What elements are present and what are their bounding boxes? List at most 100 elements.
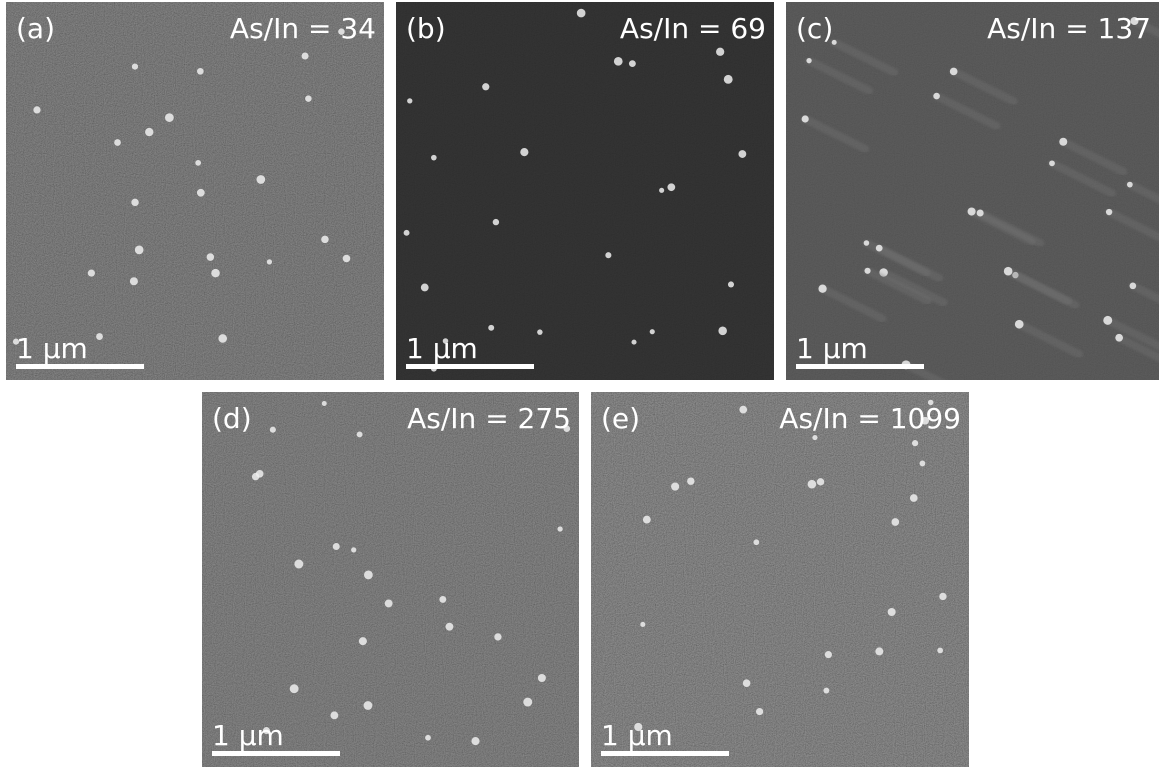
dot <box>165 113 174 122</box>
dot <box>667 183 675 191</box>
dot <box>977 210 984 217</box>
micrograph <box>591 392 969 767</box>
dot <box>920 460 926 466</box>
sem-panel: (e) As/In = 1099 1 μm <box>591 392 969 767</box>
dot <box>876 245 883 252</box>
noise <box>6 2 384 380</box>
dot <box>439 596 446 603</box>
dot <box>754 539 760 545</box>
panel-label: (a) <box>16 12 55 45</box>
dot <box>739 406 747 414</box>
dot <box>823 688 829 694</box>
dot <box>333 543 340 550</box>
ratio-label: As/In = 137 <box>987 12 1151 45</box>
dot <box>864 268 870 274</box>
dot <box>407 98 412 103</box>
dot <box>364 570 373 579</box>
micrograph <box>396 2 774 380</box>
panel-label: (e) <box>601 402 640 435</box>
dot <box>817 478 824 485</box>
dot <box>302 52 309 59</box>
dot <box>493 219 499 225</box>
dot <box>640 622 645 627</box>
dot <box>197 68 204 75</box>
dot <box>252 473 259 480</box>
dot <box>267 259 272 264</box>
dot <box>724 75 733 84</box>
dot <box>912 440 918 446</box>
dot <box>1049 160 1055 166</box>
dot <box>756 708 763 715</box>
dot <box>385 599 393 607</box>
dot <box>211 269 220 278</box>
dot <box>1004 267 1013 276</box>
dot <box>806 58 811 63</box>
dot <box>197 189 205 197</box>
dot <box>557 526 562 531</box>
scale-label: 1 μm <box>406 332 478 365</box>
scale-bar <box>796 364 924 369</box>
dot <box>875 647 883 655</box>
dot <box>888 608 896 616</box>
dot <box>359 637 367 645</box>
dot <box>1106 209 1112 215</box>
dot <box>256 175 265 184</box>
dot <box>939 593 946 600</box>
dot <box>494 633 501 640</box>
dot <box>671 482 679 490</box>
dot <box>825 651 832 658</box>
dot <box>818 285 826 293</box>
ratio-label: As/In = 69 <box>620 12 766 45</box>
dot <box>1130 282 1137 289</box>
dot <box>614 57 623 66</box>
panel-label: (b) <box>406 12 446 45</box>
dot <box>523 698 532 707</box>
scale-bar <box>16 364 144 369</box>
dot <box>728 281 734 287</box>
dot <box>145 128 153 136</box>
dot <box>425 735 431 741</box>
sem-panel: (d)As/In = 2751 μm <box>202 392 579 767</box>
scale-label: 1 μm <box>796 332 868 365</box>
dot <box>482 83 489 90</box>
dot <box>471 737 479 745</box>
dot <box>537 329 542 334</box>
dot <box>488 325 494 331</box>
dot <box>910 494 918 502</box>
dot <box>520 148 528 156</box>
dot <box>357 431 363 437</box>
dot <box>1115 334 1123 342</box>
dot <box>538 674 546 682</box>
dot <box>270 427 276 433</box>
dot <box>364 701 373 710</box>
dot <box>195 160 201 166</box>
sem-panel: (c) As/In = 137 1 μm <box>786 2 1159 395</box>
noise <box>591 392 969 767</box>
dot <box>130 277 138 285</box>
panel-label: (c) <box>796 12 833 45</box>
dot <box>96 333 103 340</box>
dot <box>808 480 817 489</box>
dot <box>131 199 138 206</box>
dot <box>718 327 727 336</box>
dot <box>305 95 311 101</box>
dot <box>114 139 121 146</box>
figure: (a)As/In = 341 μm(b)As/In = 691 μm(c)As/… <box>0 0 1159 767</box>
dot <box>33 106 40 113</box>
dot <box>659 188 664 193</box>
dot <box>743 679 751 687</box>
dot <box>1127 182 1133 188</box>
ratio-label: As/In = 1099 <box>779 402 961 435</box>
dot <box>351 547 356 552</box>
scale-label: 1 μm <box>16 332 88 365</box>
dot <box>321 236 329 244</box>
scale-label: 1 μm <box>601 719 673 752</box>
dot <box>631 340 636 345</box>
dot <box>687 477 694 484</box>
scale-bar <box>406 364 534 369</box>
scale-label: 1 μm <box>212 719 284 752</box>
dot <box>1015 320 1024 329</box>
dot <box>421 284 429 292</box>
dot <box>650 329 655 334</box>
dot <box>88 270 95 277</box>
